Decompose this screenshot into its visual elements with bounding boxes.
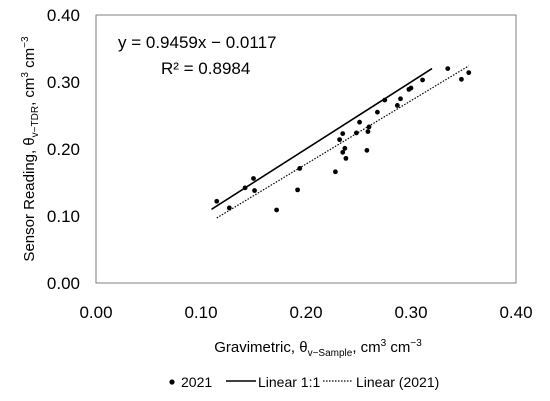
data-point: [364, 147, 370, 153]
x-axis-ticks: 0.00 0.10 0.20 0.30 0.40: [79, 303, 532, 322]
regression-equation: y = 0.9459x − 0.0117: [118, 33, 276, 52]
data-point: [357, 119, 362, 125]
trendline-2021: [216, 65, 470, 219]
data-point: [340, 149, 346, 155]
data-point: [354, 130, 359, 136]
data-point: [466, 70, 472, 76]
y-tick-label: 0.20: [47, 140, 80, 159]
x-tick-label: 0.00: [79, 303, 112, 322]
legend-marker-2021: [169, 379, 175, 385]
y-tick-label: 0.30: [47, 73, 80, 92]
data-point: [252, 188, 257, 193]
x-axis-title: Gravimetric, θv−Sample, cm3 cm−3: [214, 338, 422, 359]
legend-label-1to1: Linear 1:1: [258, 374, 320, 390]
data-point: [394, 103, 400, 108]
data-point: [337, 137, 342, 143]
data-point: [365, 129, 371, 134]
data-point: [408, 85, 414, 91]
x-tick-label: 0.20: [289, 303, 322, 322]
data-point: [340, 131, 346, 136]
data-point: [398, 96, 403, 102]
data-point: [274, 207, 279, 213]
line-1to1: [211, 67, 433, 210]
y-tick-label: 0.40: [47, 6, 80, 25]
data-point: [445, 66, 451, 71]
trend-lines: [211, 65, 470, 219]
data-points: [214, 66, 472, 213]
data-point: [242, 185, 248, 191]
data-point: [214, 198, 220, 204]
y-tick-label: 0.10: [47, 207, 80, 226]
data-point: [459, 76, 464, 82]
plot-area-frame: [95, 14, 517, 284]
data-point: [375, 109, 380, 115]
data-point: [382, 97, 388, 103]
legend: 2021 Linear 1:1 Linear (2021): [169, 374, 439, 390]
data-point: [251, 176, 256, 181]
legend-label-2021: 2021: [181, 374, 212, 390]
data-point: [333, 169, 338, 175]
y-axis-title: Sensor Reading, θv−TDR, cm3 cm−3: [20, 36, 41, 262]
y-axis-ticks: 0.00 0.10 0.20 0.30 0.40: [47, 6, 80, 293]
data-point: [226, 205, 232, 211]
x-tick-label: 0.40: [499, 303, 532, 322]
x-axis-title-subscript: v−Sample: [308, 348, 353, 359]
y-axis-title-subscript: v−TDR: [30, 106, 41, 137]
x-tick-label: 0.10: [184, 303, 217, 322]
data-point: [366, 124, 372, 130]
data-point: [343, 155, 349, 161]
r-squared-label: R² = 0.8984: [161, 59, 250, 78]
data-point: [295, 187, 300, 193]
legend-label-trend: Linear (2021): [356, 374, 439, 390]
data-point: [342, 145, 348, 151]
data-point: [420, 77, 425, 83]
x-tick-label: 0.30: [394, 303, 427, 322]
data-point: [297, 166, 303, 171]
y-tick-label: 0.00: [47, 274, 80, 293]
